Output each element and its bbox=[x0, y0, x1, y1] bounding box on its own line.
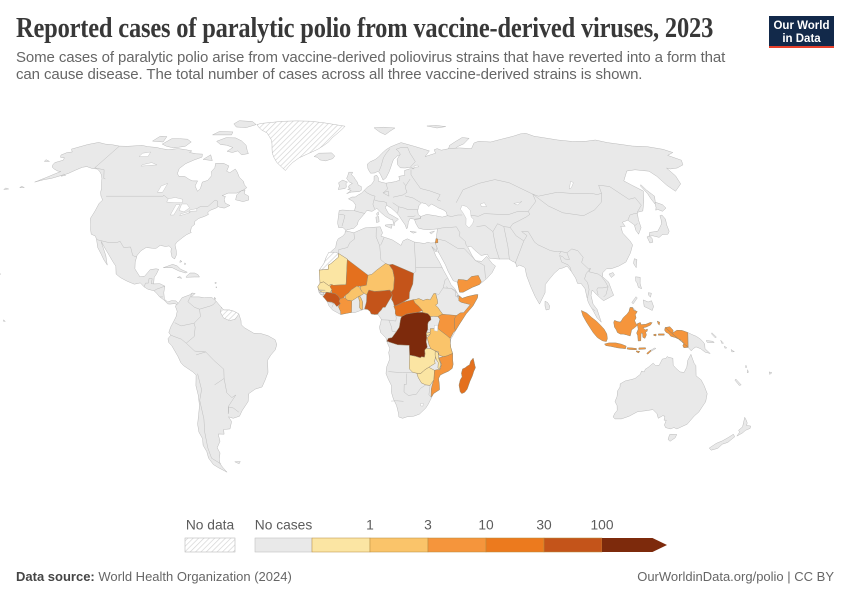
svg-text:30: 30 bbox=[536, 518, 552, 533]
svg-text:10: 10 bbox=[478, 518, 494, 533]
svg-text:3: 3 bbox=[424, 518, 432, 533]
svg-text:1: 1 bbox=[366, 518, 374, 533]
svg-text:No data: No data bbox=[186, 518, 235, 533]
svg-text:No cases: No cases bbox=[255, 518, 313, 533]
svg-text:100: 100 bbox=[590, 518, 613, 533]
